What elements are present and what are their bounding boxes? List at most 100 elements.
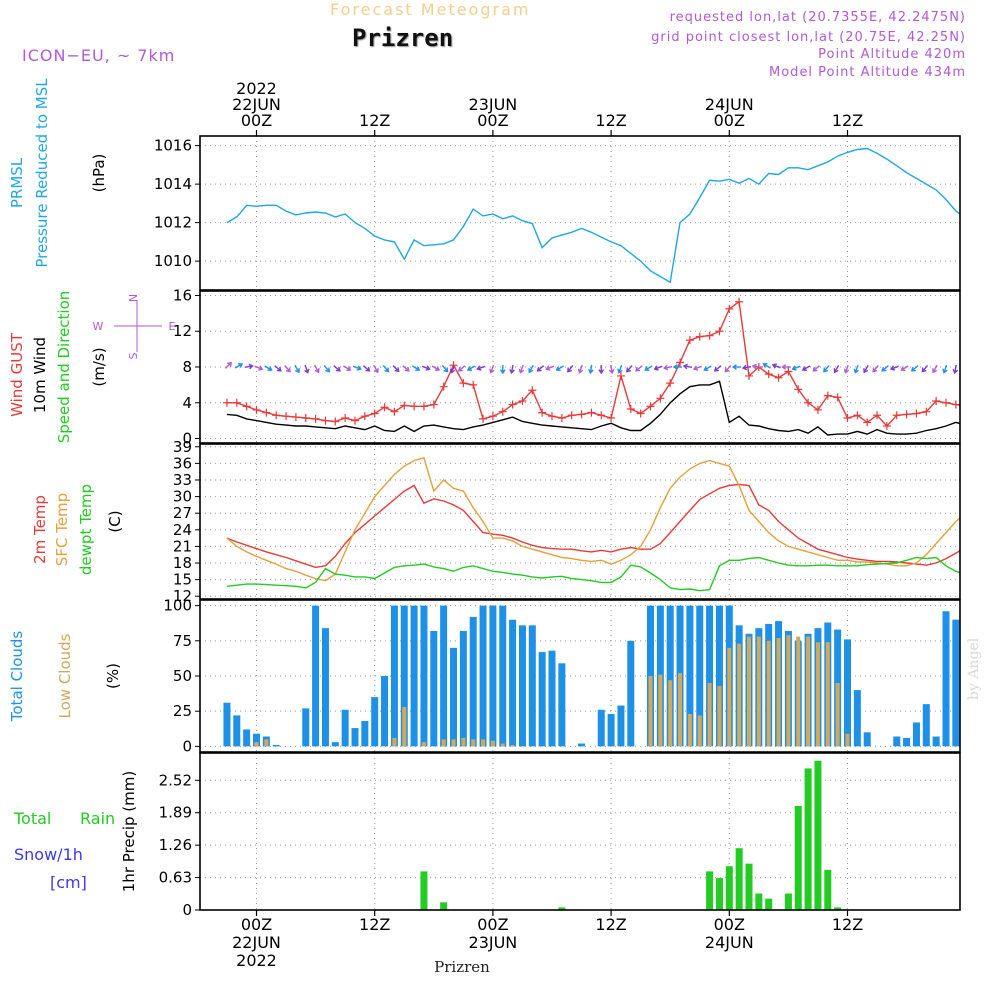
wind-arrow-head — [425, 365, 431, 371]
cloud-bar — [479, 605, 487, 747]
wind-arrow-head — [476, 365, 482, 371]
wind-arrow-head — [823, 367, 828, 373]
cloud-bar — [450, 647, 457, 747]
wind-arrow — [772, 364, 781, 369]
rain-bar — [755, 893, 763, 910]
y-tick-label: 16 — [173, 286, 192, 304]
y-tick-label: 36 — [173, 454, 192, 472]
wind-arrow — [714, 365, 722, 372]
gust-marker — [232, 398, 241, 407]
low-cloud-bar — [974, 734, 978, 747]
panel-frame — [199, 443, 961, 600]
wind-arrow-head — [653, 365, 659, 371]
wind-arrow — [412, 365, 420, 371]
cloud-bar — [538, 652, 546, 747]
model-label: ICON−EU, ~ 7km — [22, 46, 176, 65]
gust-marker — [646, 402, 655, 411]
wind-arrow-head — [910, 366, 916, 372]
wind-arrow-head — [724, 367, 730, 373]
rain-bar — [765, 898, 773, 910]
wind-arrow-head — [900, 366, 906, 372]
wind-arrow-head — [692, 365, 699, 371]
top-time-label: 24JUN — [705, 95, 754, 114]
gust-marker — [341, 413, 350, 422]
low-cloud-bar — [786, 635, 791, 747]
y-label: (%) — [104, 663, 122, 689]
gust-marker — [853, 411, 862, 420]
gust-marker — [705, 331, 714, 340]
cloud-bar — [331, 742, 339, 747]
gust-marker — [764, 370, 773, 379]
low-cloud-bar — [845, 733, 850, 747]
cloud-bar — [518, 625, 526, 747]
cloud-bar — [351, 728, 359, 747]
low-cloud-bar — [727, 647, 732, 747]
bottom-time-label: 00Z — [241, 915, 272, 934]
cloud-bar — [972, 624, 979, 746]
gust-marker — [656, 394, 665, 403]
wind-arrow-head — [617, 368, 623, 374]
gust-marker — [902, 410, 911, 419]
low-cloud-bar — [964, 738, 968, 746]
wind-arrow-head — [921, 367, 927, 373]
low-cloud-bar — [402, 706, 407, 747]
wind-arrow-head — [325, 367, 331, 373]
wind-arrow — [834, 364, 840, 373]
cloud-bar — [361, 721, 369, 747]
wind-arrow-head — [443, 367, 449, 373]
bottom-time-label: 00Z — [714, 915, 745, 934]
location-title: Prizren — [352, 24, 454, 52]
wind-arrow — [467, 365, 476, 371]
gust-marker — [676, 358, 685, 367]
gust-marker — [380, 403, 389, 412]
low-cloud-bar — [766, 640, 771, 747]
gust-marker — [272, 411, 281, 420]
cloud-bar — [548, 650, 556, 747]
wind-arrow-head — [499, 369, 506, 375]
cloud-bar — [528, 625, 536, 747]
bottom-time-label: 23JUN — [469, 933, 518, 952]
cloud-bar — [952, 619, 960, 747]
wind-arrow — [362, 365, 370, 372]
gust-marker — [311, 414, 320, 423]
cloud-bar — [509, 619, 517, 747]
wind-arrow — [932, 364, 938, 373]
wind-arrow-head — [741, 364, 748, 371]
panel-frame — [199, 135, 961, 291]
cloud-bar — [381, 676, 389, 747]
wind-arrow-head — [248, 363, 254, 370]
cloud-bar — [992, 711, 999, 746]
wind-arrow-head — [863, 368, 869, 374]
top-time-label: 00Z — [241, 111, 272, 130]
wind-arrow-head — [663, 364, 669, 371]
cloud-bar — [272, 744, 280, 747]
top-time-label: 00Z — [714, 111, 745, 130]
cloud-bar — [312, 605, 320, 747]
cloud-bar — [982, 661, 989, 747]
wind-arrow — [234, 363, 243, 369]
gust-marker — [912, 409, 921, 418]
wind-arrow — [274, 365, 282, 372]
wind-arrow — [610, 364, 613, 374]
y-tick-label: 25 — [173, 702, 192, 720]
gust-marker — [351, 416, 359, 425]
y-label: 10m Wind — [31, 337, 49, 413]
low-cloud-bar — [776, 638, 781, 747]
wind-arrow — [618, 364, 623, 373]
dewpt-line — [226, 556, 960, 592]
gust-marker — [360, 412, 369, 421]
y-tick-label: 0.63 — [159, 869, 192, 887]
top-time-label: 00Z — [477, 111, 508, 130]
wind-arrow — [654, 365, 663, 370]
y-label: Wind GUST — [8, 332, 26, 417]
gust-marker — [567, 411, 576, 420]
y-tick-label: 50 — [173, 667, 192, 685]
cloud-bar — [627, 640, 635, 747]
panel-4: 0 0.63 1.26 1.89 2.52 Total Rain Snow/1h [cm] 1hr… — [13, 752, 961, 919]
y-label: 2m Temp — [31, 495, 49, 564]
wind-arrow — [872, 365, 879, 373]
rain-bar — [784, 893, 792, 910]
wind-arrow-head — [509, 368, 515, 375]
cloud-bar — [302, 708, 310, 747]
temp2m-line — [226, 483, 960, 569]
